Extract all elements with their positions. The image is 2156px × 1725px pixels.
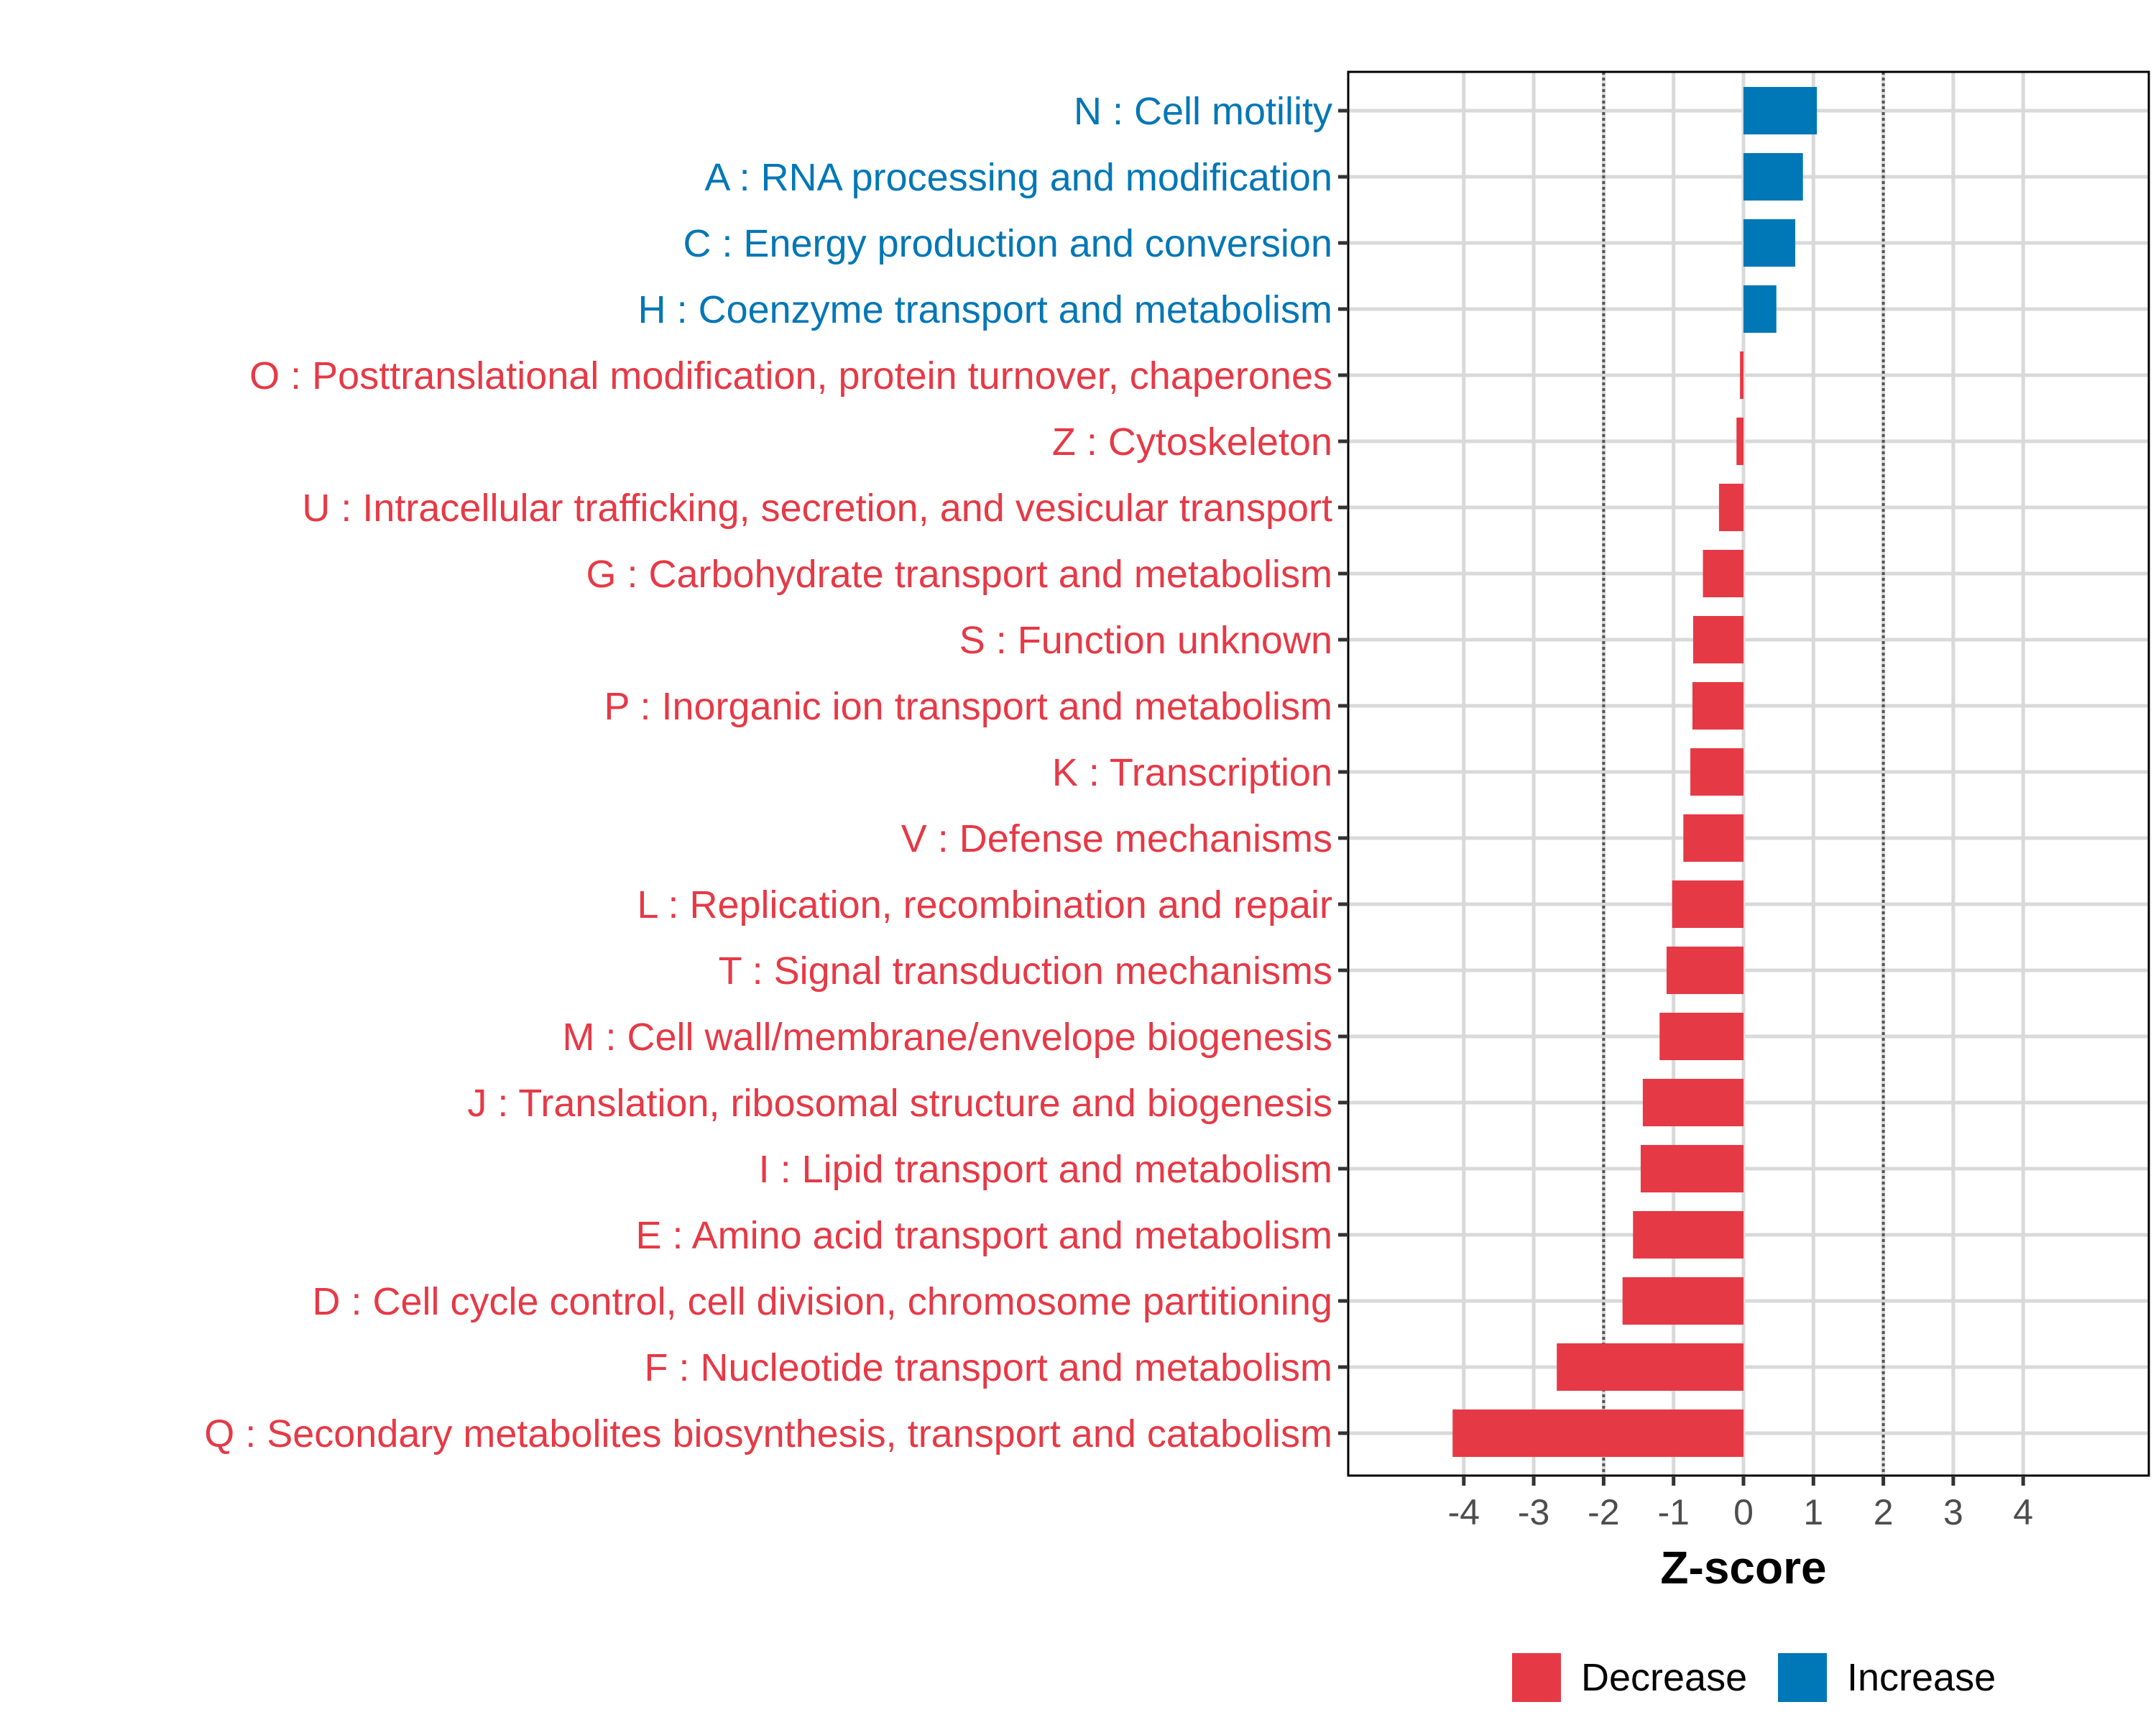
bar: [1692, 616, 1743, 663]
bar: [1659, 1013, 1743, 1060]
bar: [1740, 351, 1743, 399]
bar: [1642, 1079, 1743, 1126]
category-label: O : Posttranslational modification, prot…: [249, 354, 1332, 397]
category-label: S : Function unknown: [959, 619, 1332, 662]
legend-label-decrease: Decrease: [1581, 1656, 1747, 1699]
x-axis-title: Z-score: [1660, 1542, 1826, 1593]
legend: Decrease Increase: [1512, 1653, 1996, 1702]
x-tick-label: 2: [1874, 1492, 1894, 1532]
category-label: P : Inorganic ion transport and metaboli…: [604, 685, 1332, 728]
y-axis-category-labels: N : Cell motility A : RNA processing and …: [204, 90, 1332, 1455]
bar: [1718, 484, 1743, 531]
category-label: K : Transcription: [1052, 751, 1332, 794]
bar: [1452, 1409, 1743, 1457]
grid: [1348, 72, 2149, 1476]
category-label: L : Replication, recombination and repai…: [637, 883, 1332, 926]
x-tick-label: 1: [1803, 1492, 1823, 1532]
category-label: M : Cell wall/membrane/envelope biogenes…: [562, 1016, 1332, 1059]
category-label: F : Nucleotide transport and metabolism: [645, 1346, 1332, 1389]
bar: [1743, 87, 1818, 134]
bar: [1633, 1211, 1743, 1259]
bar: [1690, 748, 1743, 796]
category-label: V : Defense mechanisms: [901, 817, 1332, 860]
x-axis-ticks: -4 -3 -2 -1 0 1 2 3 4: [1448, 1476, 2033, 1532]
category-label: N : Cell motility: [1074, 90, 1332, 133]
y-axis-ticks: [1338, 109, 1348, 1435]
bar: [1640, 1145, 1743, 1192]
x-tick-label: 4: [2013, 1492, 2033, 1532]
category-label: J : Translation, ribosomal structure and…: [467, 1082, 1332, 1125]
bar: [1622, 1277, 1743, 1325]
category-label: T : Signal transduction mechanisms: [719, 949, 1332, 993]
x-tick-label: 0: [1733, 1492, 1754, 1532]
legend-swatch-increase: [1778, 1653, 1827, 1702]
x-tick-label: -4: [1448, 1492, 1480, 1532]
bar: [1683, 814, 1743, 862]
bar: [1672, 880, 1743, 928]
bar: [1557, 1343, 1743, 1391]
bar: [1736, 418, 1743, 465]
bar: [1703, 550, 1743, 597]
legend-label-increase: Increase: [1847, 1656, 1996, 1699]
category-label: A : RNA processing and modification: [705, 156, 1332, 199]
category-label: I : Lipid transport and metabolism: [759, 1148, 1332, 1191]
bar: [1666, 947, 1743, 994]
category-label: D : Cell cycle control, cell division, c…: [312, 1280, 1332, 1323]
bars: [1452, 87, 1818, 1457]
bar: [1692, 682, 1743, 730]
category-label: U : Intracellular trafficking, secretion…: [302, 487, 1332, 530]
bar: [1743, 153, 1803, 201]
x-tick-label: -1: [1657, 1492, 1689, 1532]
category-label: G : Carbohydrate transport and metabolis…: [586, 553, 1333, 596]
category-label: E : Amino acid transport and metabolism: [636, 1214, 1332, 1257]
x-tick-label: -2: [1588, 1492, 1619, 1532]
category-label: C : Energy production and conversion: [683, 222, 1332, 265]
bar: [1743, 219, 1796, 267]
bar: [1743, 285, 1777, 333]
category-label: Z : Cytoskeleton: [1052, 420, 1332, 464]
x-tick-label: 3: [1943, 1492, 1963, 1532]
category-label: Q : Secondary metabolites biosynthesis, …: [204, 1412, 1332, 1455]
legend-swatch-decrease: [1512, 1653, 1561, 1702]
reference-lines: [1602, 72, 1885, 1476]
x-tick-label: -3: [1518, 1492, 1549, 1532]
category-label: H : Coenzyme transport and metabolism: [638, 288, 1332, 331]
